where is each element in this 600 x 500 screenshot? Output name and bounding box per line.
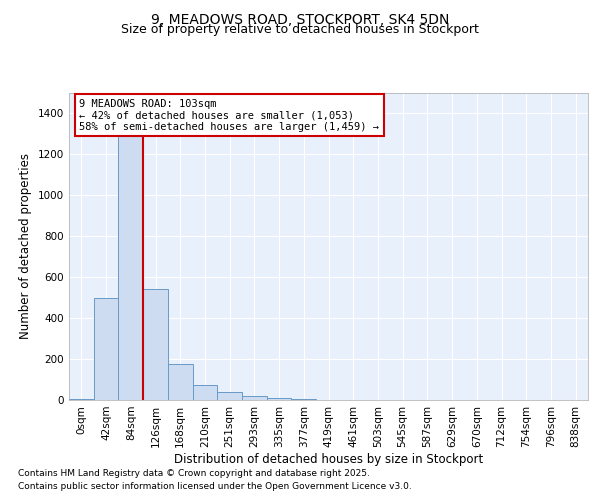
Text: Contains HM Land Registry data © Crown copyright and database right 2025.: Contains HM Land Registry data © Crown c… — [18, 468, 370, 477]
Bar — [168, 364, 193, 400]
X-axis label: Distribution of detached houses by size in Stockport: Distribution of detached houses by size … — [174, 452, 483, 466]
Text: Contains public sector information licensed under the Open Government Licence v3: Contains public sector information licen… — [18, 482, 412, 491]
Bar — [118, 119, 143, 400]
Bar — [69, 399, 94, 400]
Text: Size of property relative to detached houses in Stockport: Size of property relative to detached ho… — [121, 24, 479, 36]
Bar — [292, 399, 316, 400]
Bar — [242, 396, 267, 400]
Text: 9 MEADOWS ROAD: 103sqm
← 42% of detached houses are smaller (1,053)
58% of semi-: 9 MEADOWS ROAD: 103sqm ← 42% of detached… — [79, 98, 379, 132]
Bar — [193, 384, 217, 400]
Text: 9, MEADOWS ROAD, STOCKPORT, SK4 5DN: 9, MEADOWS ROAD, STOCKPORT, SK4 5DN — [151, 12, 449, 26]
Bar — [94, 298, 118, 400]
Bar — [217, 392, 242, 400]
Bar — [143, 290, 168, 400]
Y-axis label: Number of detached properties: Number of detached properties — [19, 153, 32, 339]
Bar — [267, 398, 292, 400]
